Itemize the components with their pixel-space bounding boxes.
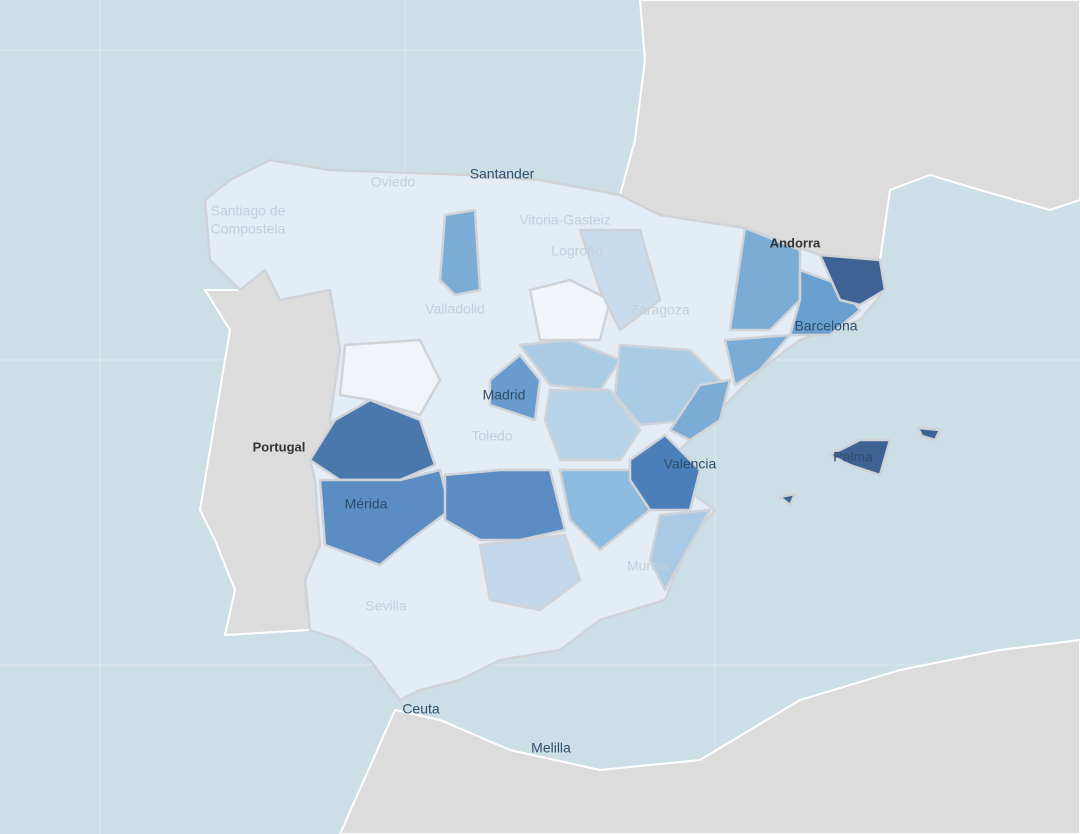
place-label: Andorra <box>770 235 821 250</box>
place-label: Ceuta <box>402 701 440 717</box>
provinces <box>308 208 942 612</box>
place-label: Vitoria-Gasteiz <box>519 212 611 228</box>
place-label: Valencia <box>664 456 717 472</box>
place-label: Madrid <box>483 387 526 403</box>
place-label: Murcia <box>627 558 669 574</box>
place-label: Valladolid <box>425 301 485 317</box>
place-label: Santander <box>470 166 535 182</box>
place-label: Santiago de <box>211 203 286 219</box>
place-label: Compostela <box>211 221 286 237</box>
africa <box>338 638 1080 834</box>
place-label: Sevilla <box>365 598 406 614</box>
country-label: Portugal <box>253 439 306 454</box>
place-label: Zaragoza <box>630 302 689 318</box>
place-label: Mérida <box>345 496 388 512</box>
place-label: Palma <box>833 449 873 465</box>
place-label: Toledo <box>471 428 512 444</box>
place-label: Oviedo <box>371 174 416 190</box>
place-label: Logroño <box>551 243 603 259</box>
place-label: Barcelona <box>794 318 857 334</box>
place-label: Melilla <box>531 740 571 756</box>
